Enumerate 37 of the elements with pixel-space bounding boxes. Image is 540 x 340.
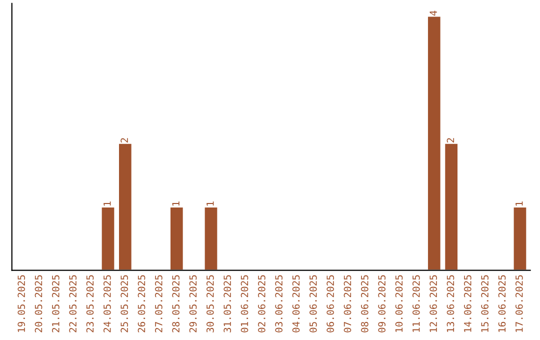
x-tick-label: 09.06.2025 — [378, 275, 386, 332]
x-tick-label: 02.06.2025 — [258, 275, 266, 332]
x-tick-label: 10.06.2025 — [395, 275, 403, 332]
data-label: 2 — [120, 138, 128, 142]
x-tick-label: 23.05.2025 — [86, 275, 94, 332]
x-tick-label: 28.05.2025 — [172, 275, 180, 332]
x-tick-label: 24.05.2025 — [104, 275, 111, 332]
x-tick-label: 12.06.2025 — [430, 275, 437, 332]
data-label: 1 — [104, 202, 111, 206]
x-tick-label: 13.06.2025 — [446, 275, 454, 332]
x-tick-label: 17.06.2025 — [515, 275, 523, 332]
data-label: 2 — [446, 138, 454, 142]
x-tick-label: 25.05.2025 — [120, 275, 128, 332]
x-tick-label: 21.05.2025 — [52, 275, 60, 332]
x-tick-label: 08.06.2025 — [360, 275, 368, 332]
x-tick-label: 11.06.2025 — [412, 275, 420, 332]
x-tick-label: 30.05.2025 — [206, 275, 214, 332]
data-label: 4 — [430, 10, 437, 16]
data-label: 1 — [206, 202, 214, 206]
data-label: 1 — [172, 202, 180, 206]
x-tick-label: 31.05.2025 — [224, 275, 232, 332]
x-tick-label: 27.05.2025 — [154, 275, 162, 332]
x-tick-label: 16.06.2025 — [498, 275, 506, 332]
x-tick-label: 05.06.2025 — [309, 275, 317, 332]
x-tick-label: 29.05.2025 — [189, 275, 197, 332]
x-tick-label: 06.06.2025 — [326, 275, 334, 332]
data-label: 1 — [516, 202, 523, 206]
x-tick-label: 15.06.2025 — [481, 275, 488, 332]
x-tick-label: 20.05.2025 — [34, 275, 42, 332]
x-tick-label: 01.06.2025 — [240, 275, 248, 332]
x-tick-label: 07.06.2025 — [344, 275, 352, 332]
x-tick-label: 19.05.2025 — [18, 275, 26, 332]
x-tick-label: 14.06.2025 — [464, 275, 472, 332]
x-tick-label: 22.05.2025 — [69, 275, 77, 332]
x-tick-label: 03.06.2025 — [275, 275, 283, 332]
x-tick-label: 04.06.2025 — [292, 275, 300, 332]
x-tick-label: 26.05.2025 — [138, 275, 146, 332]
